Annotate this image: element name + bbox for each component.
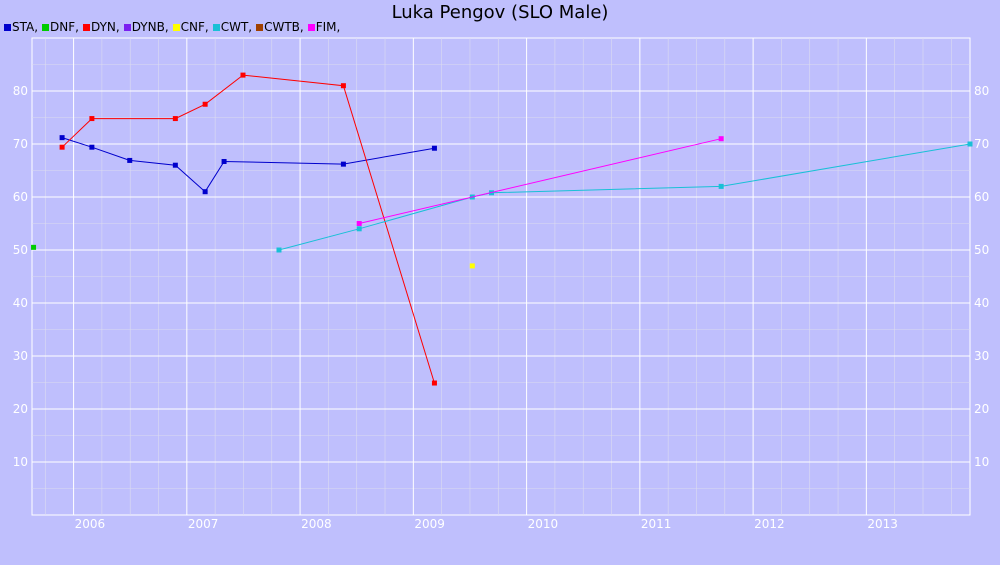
y-tick-label-left: 80 bbox=[13, 84, 28, 98]
legend-label: CWTB, bbox=[264, 20, 304, 34]
data-point-cwt bbox=[967, 141, 973, 147]
legend-swatch bbox=[42, 24, 50, 31]
series-line-fim bbox=[359, 138, 722, 224]
y-tick-label-right: 70 bbox=[974, 137, 989, 151]
legend-label: CNF, bbox=[180, 20, 209, 34]
x-tick-label: 2006 bbox=[75, 517, 106, 531]
data-point-dyn bbox=[240, 72, 246, 78]
data-point-dyn bbox=[89, 116, 95, 122]
x-tick-label: 2012 bbox=[754, 517, 785, 531]
legend-swatch bbox=[256, 24, 264, 31]
legend-swatch bbox=[123, 24, 131, 31]
y-tick-label-right: 40 bbox=[974, 296, 989, 310]
y-tick-label-right: 10 bbox=[974, 455, 989, 469]
series-line-sta bbox=[61, 137, 435, 193]
data-point-sta bbox=[221, 158, 227, 164]
data-point-cwt bbox=[718, 183, 724, 189]
x-tick-label: 2011 bbox=[641, 517, 672, 531]
legend-swatch bbox=[4, 24, 11, 31]
legend-item: DNF, bbox=[42, 20, 79, 34]
legend-swatch bbox=[212, 24, 220, 31]
legend-label: CWT, bbox=[220, 20, 253, 34]
legend-label: STA, bbox=[12, 20, 39, 34]
legend-label: FIM, bbox=[315, 20, 341, 34]
y-tick-label-right: 50 bbox=[974, 243, 989, 257]
data-point-sta bbox=[202, 189, 208, 195]
y-tick-label-left: 60 bbox=[13, 190, 28, 204]
legend-swatch bbox=[172, 24, 180, 31]
x-tick-label: 2007 bbox=[188, 517, 219, 531]
legend-label: DYN, bbox=[90, 20, 120, 34]
data-point-dyn bbox=[172, 116, 178, 122]
legend-swatch bbox=[82, 24, 90, 31]
legend: STA, DNF, DYN, DYNB, CNF, CWT, CWTB, FIM, bbox=[4, 20, 344, 34]
legend-item: STA, bbox=[4, 20, 38, 34]
data-point-cwt bbox=[276, 247, 282, 253]
legend-label: DYNB, bbox=[131, 20, 169, 34]
x-tick-label: 2009 bbox=[414, 517, 445, 531]
y-tick-label-right: 20 bbox=[974, 402, 989, 416]
y-tick-label-left: 20 bbox=[13, 402, 28, 416]
y-tick-label-right: 60 bbox=[974, 190, 989, 204]
data-point-fim bbox=[718, 136, 724, 142]
x-tick-label: 2010 bbox=[528, 517, 559, 531]
data-point-dyn bbox=[202, 101, 208, 107]
legend-label: DNF, bbox=[50, 20, 79, 34]
legend-item: FIM, bbox=[307, 20, 341, 34]
legend-item: CWTB, bbox=[256, 20, 304, 34]
series-line-dyn bbox=[61, 74, 435, 384]
chart-title: Luka Pengov (SLO Male) bbox=[391, 2, 609, 23]
legend-item: CNF, bbox=[172, 20, 209, 34]
legend-item: DYN, bbox=[82, 20, 120, 34]
y-tick-label-right: 80 bbox=[974, 84, 989, 98]
data-point-sta bbox=[172, 162, 178, 168]
data-point-dyn bbox=[59, 144, 65, 150]
data-point-sta bbox=[431, 145, 437, 151]
y-tick-label-left: 10 bbox=[13, 455, 28, 469]
x-tick-label: 2008 bbox=[301, 517, 332, 531]
data-point-sta bbox=[89, 144, 95, 150]
data-point-dyn bbox=[340, 83, 346, 89]
y-tick-label-left: 30 bbox=[13, 349, 28, 363]
y-tick-label-left: 70 bbox=[13, 137, 28, 151]
data-point-cwt bbox=[356, 226, 362, 232]
y-tick-label-right: 30 bbox=[974, 349, 989, 363]
data-point-dyn bbox=[431, 380, 437, 386]
y-tick-label-left: 50 bbox=[13, 243, 28, 257]
legend-swatch bbox=[307, 24, 315, 31]
data-point-sta bbox=[127, 157, 133, 163]
data-point-fim bbox=[356, 221, 362, 226]
x-tick-label: 2013 bbox=[867, 517, 898, 531]
data-point-sta bbox=[59, 135, 65, 141]
y-tick-label-left: 40 bbox=[13, 296, 28, 310]
data-point-dnf bbox=[31, 244, 37, 250]
data-point-cnf bbox=[469, 263, 475, 269]
data-point-sta bbox=[340, 161, 346, 167]
legend-item: CWT, bbox=[212, 20, 253, 34]
legend-item: DYNB, bbox=[123, 20, 169, 34]
